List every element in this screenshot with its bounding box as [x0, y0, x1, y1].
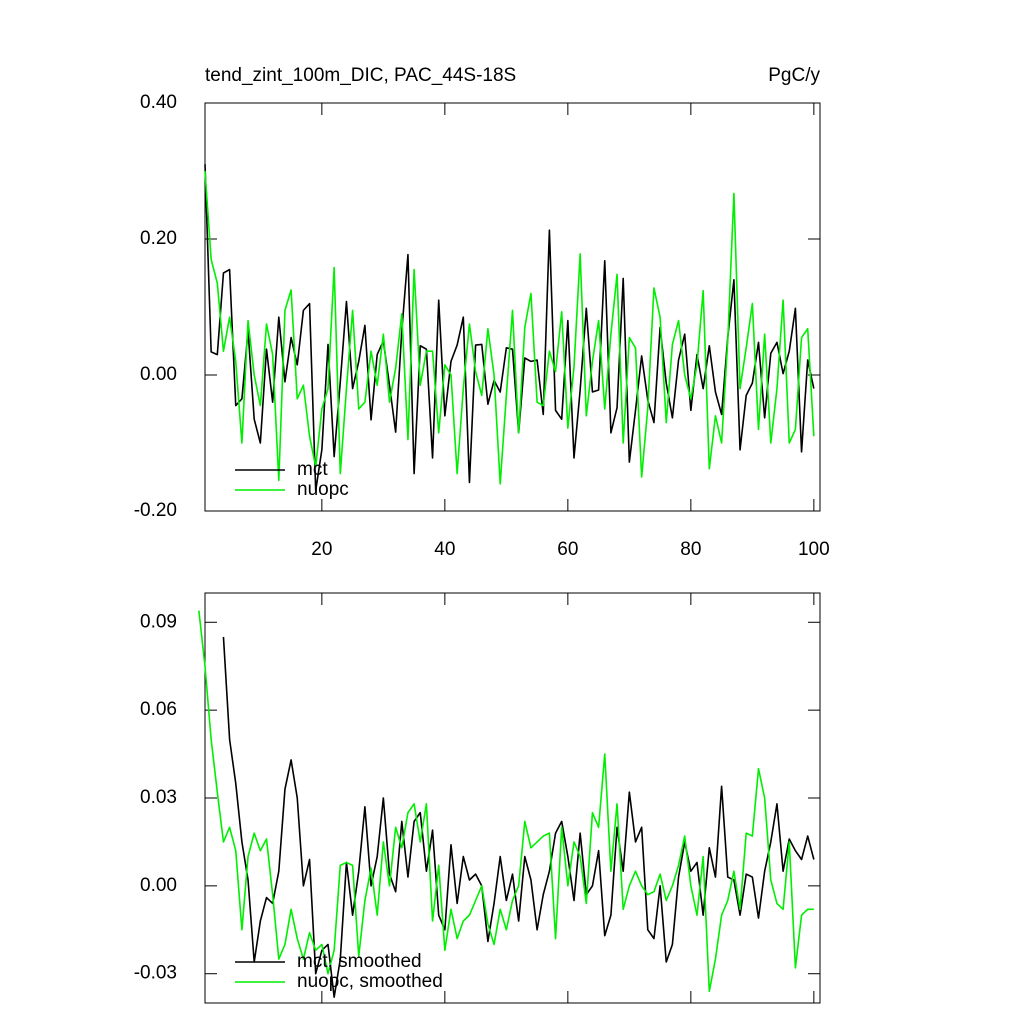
x-tick-label: 40: [434, 539, 455, 560]
y-tick-label: 0.03: [140, 787, 177, 808]
y-tick-label: -0.03: [134, 963, 177, 984]
chart-title: tend_zint_100m_DIC, PAC_44S-18S: [205, 65, 516, 86]
y-tick-label: 0.00: [140, 364, 177, 385]
y-tick-label: 0.00: [140, 875, 177, 896]
series-line: [204, 164, 815, 492]
x-tick-label: 60: [557, 539, 578, 560]
legend-label: nuopc, smoothed: [297, 971, 443, 992]
legend-label: nuopc: [297, 479, 349, 500]
x-tick-label: 100: [798, 539, 830, 560]
y-tick-label: 0.06: [140, 699, 177, 720]
y-tick-label: -0.20: [134, 500, 177, 521]
series-line: [222, 636, 815, 998]
units-label: PgC/y: [768, 65, 820, 86]
legend-label: mct, smoothed: [297, 951, 422, 972]
plot-frame: [204, 102, 821, 512]
y-tick-label: 0.40: [140, 92, 177, 113]
y-tick-label: 0.09: [140, 611, 177, 632]
series-line: [204, 170, 815, 485]
y-tick-label: 0.20: [140, 228, 177, 249]
x-tick-label: 20: [311, 539, 332, 560]
legend-label: mct: [297, 459, 328, 480]
x-tick-label: 80: [680, 539, 701, 560]
series-line: [198, 610, 814, 993]
